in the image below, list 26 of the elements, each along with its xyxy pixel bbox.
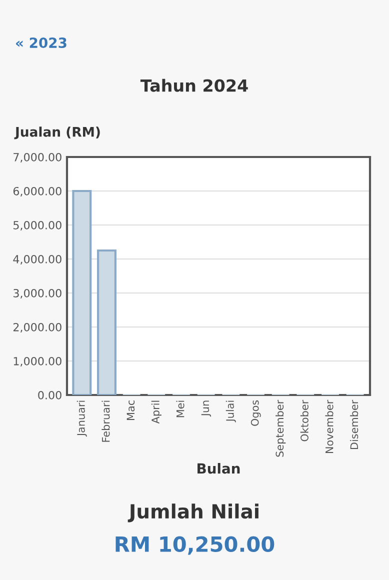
x-tick-label: Julai [226,400,236,422]
x-tick-label: Februari [102,400,110,442]
y-tick-label: 6,000.00 [13,186,62,197]
y-tick-label: 7,000.00 [14,152,62,163]
y-tick-label: 3,000.00 [14,288,62,299]
y-axis-title: Jualan (RM) [14,126,100,140]
chart-title: Tahun 2024 [140,78,248,92]
x-tick-label: Ogos [250,400,261,426]
text: Jumlah Nilai [128,504,258,522]
x-tick-label: Disember [350,400,358,450]
y-tick-label: 5,000.00 [14,220,62,231]
y-tick-label: 0.00 [38,390,62,400]
text: « 2023 [16,38,66,48]
text: RM 10,250.00 [116,536,274,555]
x-tick-label: Jun [201,400,212,417]
x-axis-title: Bulan [198,462,240,474]
x-tick-label: November [325,400,334,454]
x-tick-label: Mac [126,400,135,420]
x-tick-label: September [276,400,286,457]
x-tick-label: Januari [76,400,87,437]
x-tick-label: April [151,400,162,424]
y-tick-label: 4,000.00 [13,254,62,265]
x-tick-label: Oktober [300,400,308,442]
y-tick-label: 1,000.00 [14,356,62,367]
y-tick-label: 2,000.00 [13,322,62,333]
x-tick-label: Mei [176,400,184,418]
